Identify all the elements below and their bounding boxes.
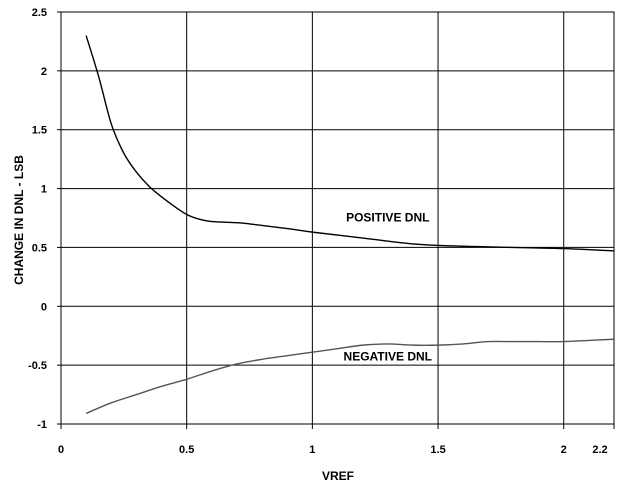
y-tick-label: 1 <box>41 184 47 196</box>
positive-dnl-line <box>85 35 615 252</box>
y-axis-title: CHANGE IN DNL - LSB <box>12 155 26 285</box>
y-tick-label: 1.5 <box>32 125 47 137</box>
positive-dnl-label: POSITIVE DNL <box>346 211 429 225</box>
x-tick-label: 0 <box>58 444 64 456</box>
x-tick-label: 1.5 <box>430 444 445 456</box>
x-tick-label: 2.2 <box>592 444 607 456</box>
y-tick-label: -0.5 <box>28 360 47 372</box>
y-tick-label: 2.5 <box>32 7 47 19</box>
negative-dnl-line <box>85 338 615 415</box>
series-labels: POSITIVE DNL NEGATIVE DNL <box>344 211 432 364</box>
y-tick-label: 0.5 <box>32 242 47 254</box>
negative-dnl-label: NEGATIVE DNL <box>344 349 432 363</box>
plot-frame <box>57 11 615 429</box>
plot-border <box>60 11 615 425</box>
x-tick-labels: 0 0.5 1 1.5 2 2.2 <box>58 444 608 456</box>
x-tick-label: 2 <box>561 444 567 456</box>
y-tick-label: 0 <box>41 301 47 313</box>
grid <box>61 11 614 425</box>
y-tick-label: -1 <box>37 419 47 431</box>
x-axis-title: VREF <box>322 469 354 483</box>
x-tick-label: 0.5 <box>179 444 194 456</box>
y-tick-labels: -1 -0.5 0 0.5 1 1.5 2 2.5 <box>28 7 47 431</box>
series-lines <box>85 35 615 415</box>
y-tick-label: 2 <box>41 66 47 78</box>
x-tick-label: 1 <box>309 444 315 456</box>
